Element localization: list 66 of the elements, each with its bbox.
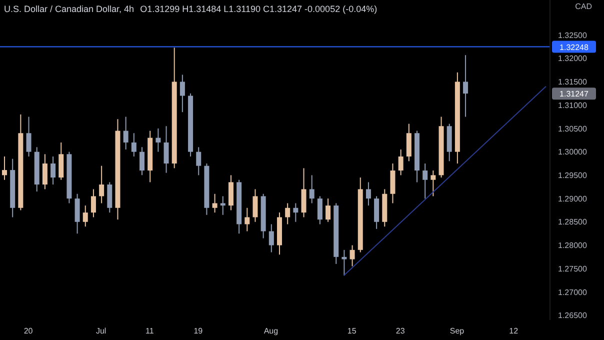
y-tick-label: 1.30000 [558, 148, 588, 157]
x-tick-label: Aug [264, 326, 278, 336]
x-tick-label: 11 [145, 326, 154, 336]
x-tick-label: Jul [96, 326, 106, 336]
candlestick [350, 244, 355, 267]
candlestick [268, 224, 274, 253]
candlestick [26, 116, 32, 157]
candlestick [430, 170, 436, 197]
x-tick-label: 19 [194, 326, 204, 336]
candlestick [244, 207, 250, 232]
candlestick [58, 142, 64, 180]
candlestick [422, 163, 428, 200]
candlestick [220, 196, 226, 216]
candlestick [99, 165, 104, 204]
candlestick [90, 188, 96, 218]
y-tick-label: 1.29500 [558, 171, 588, 180]
candlestick [285, 202, 290, 225]
candlestick [123, 116, 128, 150]
candlestick [366, 182, 371, 206]
y-tick-label: 1.28500 [558, 218, 588, 227]
ref-line-label: 1.32248 [560, 42, 590, 52]
y-tick-label: 1.32000 [558, 54, 588, 64]
candlestick [463, 54, 468, 118]
candlestick [82, 205, 88, 228]
candlestick [164, 126, 169, 174]
candlestick [180, 74, 185, 113]
text: 1.31247 [560, 90, 590, 99]
y-tick-label: 1.28000 [558, 241, 588, 250]
y-axis-title: CAD [575, 2, 592, 11]
candlestick [252, 188, 258, 222]
candlestick [293, 202, 298, 222]
candlestick [398, 148, 404, 176]
y-tick-label: 1.32500 [558, 30, 588, 40]
text: O1.31299 H1.31484 L1.31190 C1.31247 -0.00052 (-0.04%) [140, 4, 378, 14]
x-tick-label: 20 [24, 326, 34, 336]
candlestick [309, 174, 314, 204]
candlestick [50, 156, 56, 186]
candlestick [326, 198, 331, 222]
x-tick-label: 15 [347, 326, 357, 336]
candlestick [131, 132, 136, 157]
candlestick [2, 156, 7, 180]
candlestick [107, 182, 112, 214]
x-tick-label: 12 [509, 326, 519, 336]
candlestick [301, 168, 306, 218]
x-tick-label: 23 [396, 326, 406, 336]
y-tick-label: 1.26500 [558, 311, 588, 320]
candlestick [140, 146, 144, 176]
candlestick [390, 163, 396, 204]
candlestick [42, 154, 48, 190]
y-tick-label: 1.27500 [558, 264, 588, 274]
candlestick [228, 174, 234, 211]
candlestick [374, 196, 380, 230]
candlestick [196, 146, 202, 176]
candlestick [74, 193, 80, 234]
y-tick-label: 1.31500 [558, 78, 588, 87]
text: U.S. Dollar / Canadian Dollar, 4h [4, 4, 134, 14]
candlestick [156, 128, 161, 152]
candlestick [406, 123, 412, 162]
candlestick [212, 193, 218, 214]
y-tick-label: 1.27000 [558, 288, 588, 297]
candlestick [342, 249, 347, 276]
y-tick-label: 1.29000 [558, 194, 588, 204]
y-tick-label: 1.31000 [558, 100, 588, 110]
x-tick-label: Sep [450, 326, 465, 336]
y-tick-label: 1.30500 [558, 124, 588, 134]
candlestick [317, 196, 322, 225]
